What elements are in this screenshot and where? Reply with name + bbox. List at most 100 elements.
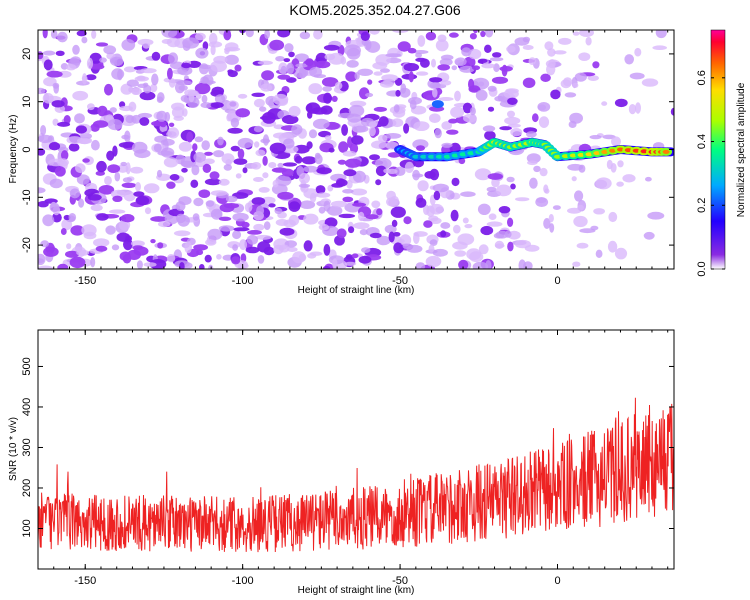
noise-blob — [371, 200, 381, 209]
noise-blob — [277, 74, 291, 80]
noise-blob — [200, 76, 210, 84]
noise-blob — [608, 211, 618, 223]
noise-blob — [606, 159, 613, 170]
noise-blob — [496, 184, 512, 197]
noise-blob — [392, 232, 401, 237]
signal-peak — [569, 153, 577, 158]
noise-blob — [352, 202, 367, 207]
noise-blob — [301, 156, 317, 165]
noise-blob — [38, 87, 46, 95]
noise-blob — [473, 30, 478, 34]
noise-blob — [315, 185, 326, 195]
noise-blob — [484, 44, 492, 53]
noise-blob — [313, 74, 326, 79]
noise-blob — [295, 63, 308, 68]
noise-blob — [351, 135, 364, 145]
noise-blob — [487, 173, 503, 180]
noise-blob — [294, 155, 303, 164]
signal-peak — [412, 154, 420, 159]
noise-blob — [277, 30, 291, 38]
noise-blob — [641, 78, 659, 87]
noise-blob — [132, 245, 144, 250]
noise-blob — [104, 175, 112, 186]
noise-blob — [60, 228, 67, 235]
noise-blob — [221, 153, 235, 164]
noise-blob — [652, 45, 667, 50]
noise-blob — [543, 218, 551, 229]
noise-blob — [472, 261, 489, 269]
noise-blob — [403, 62, 420, 72]
x-tick-label: -150 — [74, 275, 96, 287]
noise-blob — [106, 150, 115, 161]
noise-blob — [540, 73, 551, 83]
noise-blob — [486, 221, 503, 227]
noise-blob — [320, 105, 333, 115]
noise-blob — [272, 93, 289, 106]
noise-blob — [38, 187, 46, 194]
noise-blob — [280, 65, 287, 75]
noise-blob — [218, 225, 235, 232]
snr-x-label: Height of straight line (km) — [298, 585, 415, 596]
noise-blob — [494, 240, 504, 249]
noise-blob — [194, 136, 204, 143]
noise-blob — [38, 51, 44, 60]
noise-blob — [451, 65, 458, 71]
noise-blob — [272, 180, 279, 188]
noise-blob — [346, 60, 359, 68]
noise-blob — [278, 244, 290, 253]
noise-blob — [224, 54, 239, 65]
noise-blob — [49, 202, 60, 213]
colorbar-ticks: 0.0 0.2 0.4 0.6 — [696, 70, 725, 277]
noise-blob — [406, 244, 423, 253]
noise-blob — [550, 89, 561, 100]
noise-blob — [308, 129, 318, 139]
noise-blob — [634, 47, 642, 57]
noise-blob — [394, 166, 406, 176]
noise-blob — [93, 238, 110, 248]
signal-peak — [624, 148, 632, 153]
noise-blob — [429, 77, 443, 83]
noise-blob — [52, 82, 60, 89]
noise-blob — [337, 112, 355, 119]
noise-blob — [253, 177, 264, 182]
noise-blob — [112, 195, 123, 202]
noise-blob — [308, 83, 323, 95]
noise-blob — [142, 42, 151, 49]
noise-blob — [553, 50, 567, 55]
noise-blob — [54, 166, 66, 177]
noise-blob — [173, 230, 191, 237]
noise-blob — [327, 205, 343, 216]
noise-blob — [499, 126, 512, 131]
noise-blob — [233, 158, 248, 165]
noise-blob — [579, 30, 594, 37]
snr-y-label: SNR (10 * v/v) — [8, 417, 19, 481]
noise-blob — [68, 143, 80, 152]
noise-blob — [257, 255, 265, 264]
noise-blob — [234, 64, 242, 72]
noise-blob — [193, 152, 206, 163]
noise-blob — [558, 37, 572, 45]
noise-blob — [136, 260, 143, 269]
noise-blob — [303, 240, 313, 252]
noise-blob — [589, 135, 602, 140]
noise-blob — [485, 30, 494, 38]
noise-blob — [415, 197, 427, 208]
noise-blob — [144, 207, 152, 215]
y-tick-label: -10 — [21, 189, 33, 205]
noise-blob — [117, 69, 123, 81]
noise-blob — [104, 83, 113, 96]
noise-blob — [69, 188, 81, 199]
noise-blob — [256, 205, 265, 216]
noise-blob — [417, 35, 426, 47]
noise-blob — [85, 74, 97, 81]
noise-blob — [176, 213, 186, 224]
noise-blob — [200, 102, 213, 109]
noise-blob — [547, 48, 556, 57]
noise-blob — [262, 134, 270, 146]
noise-blob — [507, 110, 515, 118]
noise-blob — [153, 143, 162, 153]
noise-blob — [480, 225, 494, 236]
noise-blob — [192, 213, 200, 221]
noise-blob — [42, 30, 48, 39]
noise-blob — [193, 244, 209, 251]
